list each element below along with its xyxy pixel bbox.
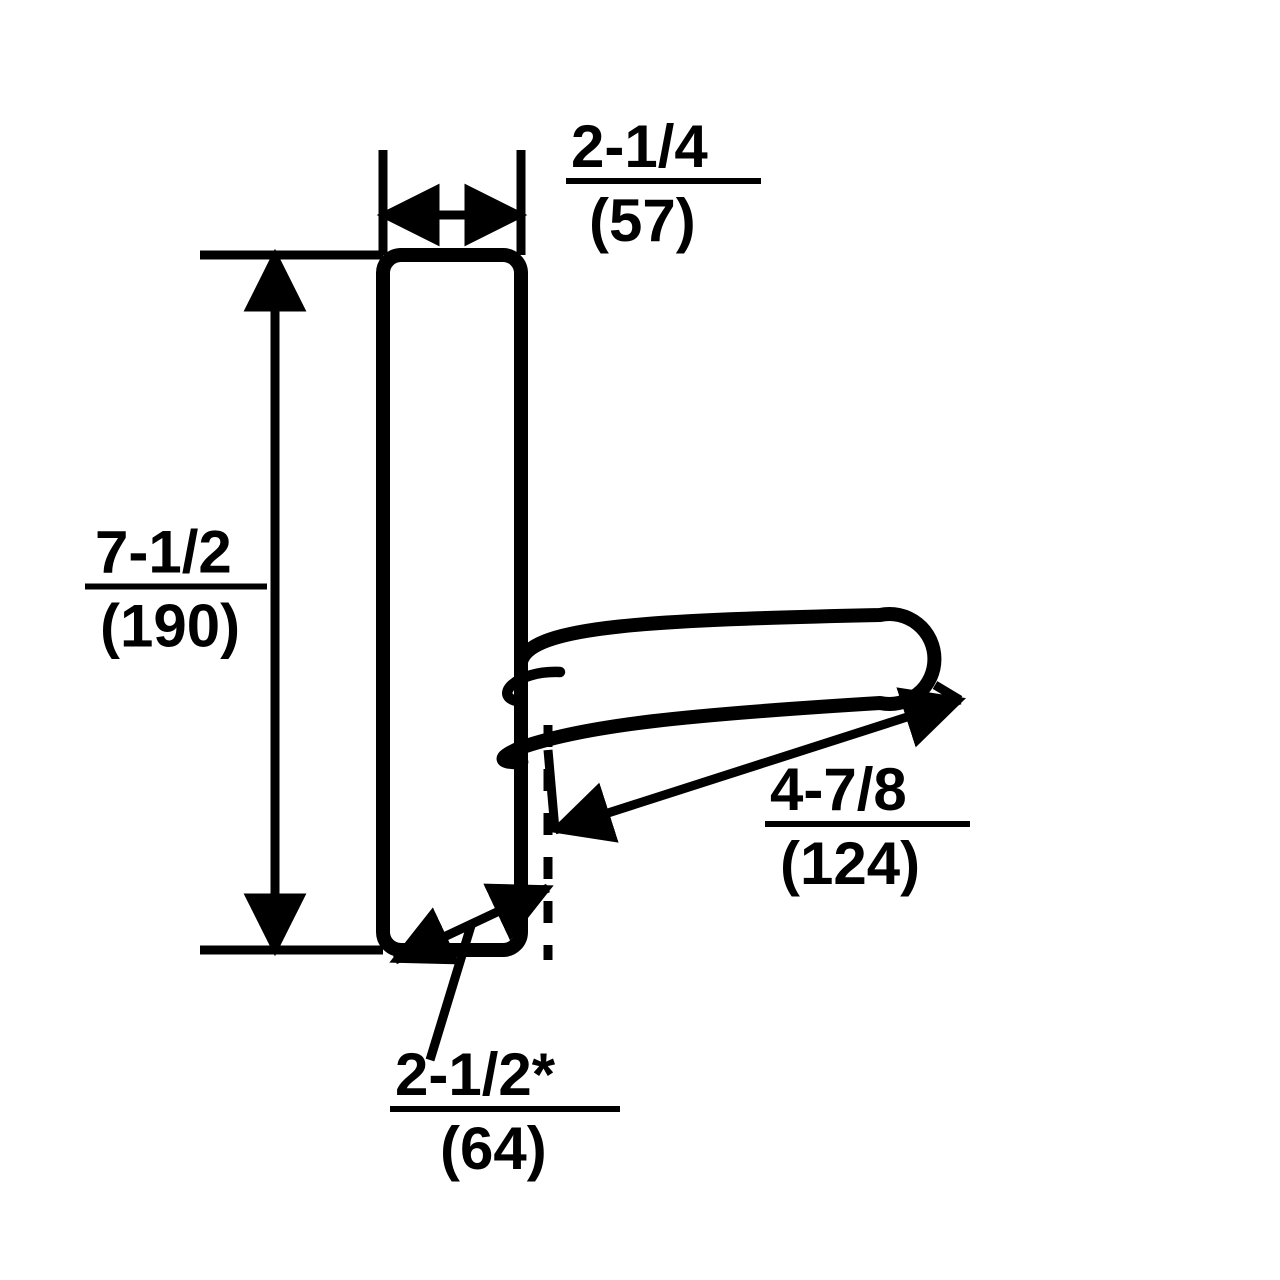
dim-backset-metric: (64) xyxy=(440,1115,547,1182)
dimension-backset: 2-1/2* (64) xyxy=(390,888,620,1182)
dimension-height-left: 7-1/2 (190) xyxy=(85,255,383,950)
lever-handle xyxy=(504,614,935,762)
dimension-width-top: 2-1/4 (57) xyxy=(383,113,761,255)
dim-backset-imperial: 2-1/2* xyxy=(395,1041,556,1108)
escutcheon-plate xyxy=(383,255,521,950)
dim-width-metric: (57) xyxy=(589,187,696,254)
dim-lever-metric: (124) xyxy=(780,830,920,897)
dim-width-imperial: 2-1/4 xyxy=(571,113,708,180)
dimension-drawing: 2-1/4 (57) 7-1/2 (190) 4-7/8 (124) 2-1/2… xyxy=(0,0,1280,1280)
dim-height-metric: (190) xyxy=(100,593,240,660)
dim-height-imperial: 7-1/2 xyxy=(95,519,232,586)
dim-lever-imperial: 4-7/8 xyxy=(770,756,907,823)
